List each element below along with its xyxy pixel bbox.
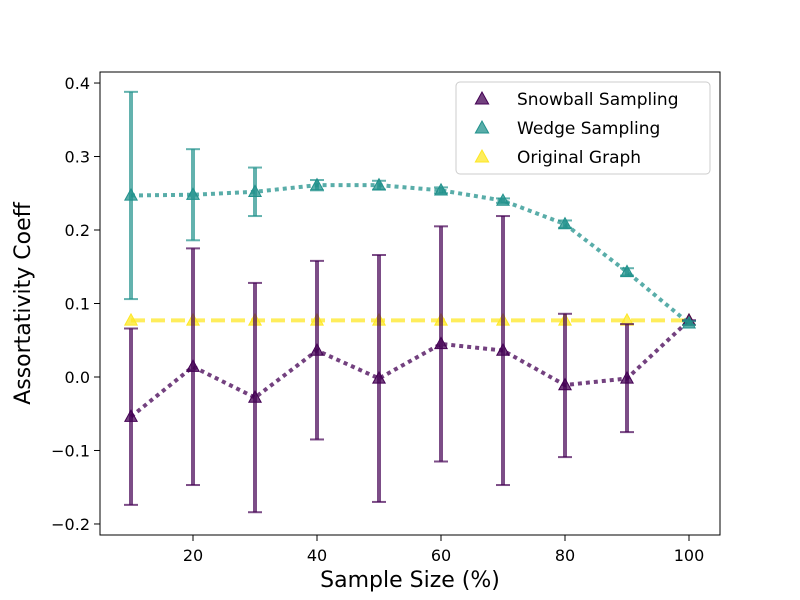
data-point-snowball-sampling — [309, 343, 325, 356]
x-tick-label: 60 — [431, 546, 451, 565]
y-tick-label: 0.0 — [65, 368, 90, 387]
data-point-snowball-sampling — [247, 390, 263, 403]
data-point-wedge-sampling — [123, 187, 139, 201]
data-point-wedge-sampling — [309, 177, 325, 191]
data-point-snowball-sampling — [557, 377, 573, 391]
y-tick-label: 0.3 — [65, 148, 90, 167]
data-point-wedge-sampling — [185, 187, 201, 200]
series-line-snowball-sampling — [129, 318, 691, 419]
y-tick-label: 0.2 — [65, 221, 90, 240]
data-point-wedge-sampling — [495, 193, 511, 206]
y-tick-label: 0.4 — [65, 74, 90, 93]
legend-label-original-graph: Original Graph — [517, 148, 641, 168]
data-point-snowball-sampling — [123, 409, 139, 422]
data-point-snowball-sampling — [619, 370, 635, 384]
x-tick-label: 80 — [555, 546, 575, 565]
data-point-wedge-sampling — [247, 184, 263, 197]
x-tick-label: 40 — [307, 546, 327, 565]
y-axis-label: Assortativity Coeff — [11, 201, 36, 404]
data-point-wedge-sampling — [371, 177, 387, 191]
legend: Snowball Sampling Wedge Sampling Original … — [455, 81, 711, 175]
x-tick-label: 20 — [183, 546, 203, 565]
x-axis-label: Sample Size (%) — [320, 568, 500, 593]
data-point-snowball-sampling — [185, 359, 201, 372]
legend-marker-snowball-sampling — [474, 90, 490, 105]
data-point-wedge-sampling — [557, 216, 573, 230]
y-tick-label: −0.2 — [51, 515, 90, 534]
x-tick-label: 100 — [674, 546, 705, 565]
legend-marker-original-graph — [474, 148, 490, 163]
data-point-snowball-sampling — [433, 336, 449, 350]
series-wedge-sampling — [123, 90, 697, 329]
data-point-snowball-sampling — [371, 370, 387, 384]
data-point-original-graph — [123, 312, 139, 326]
data-point-wedge-sampling — [619, 264, 635, 278]
data-point-wedge-sampling — [681, 315, 697, 329]
legend-item-original-graph: Original Graph — [474, 148, 641, 168]
data-point-wedge-sampling — [433, 182, 449, 196]
data-point-snowball-sampling — [495, 343, 511, 356]
legend-label-wedge-sampling: Wedge Sampling — [517, 119, 660, 139]
legend-item-snowball-sampling: Snowball Sampling — [474, 90, 679, 110]
y-tick-label: −0.1 — [51, 441, 90, 460]
series-snowball-sampling — [123, 215, 697, 514]
y-tick-label: 0.1 — [65, 295, 90, 314]
plot-area — [123, 90, 697, 514]
legend-label-snowball-sampling: Snowball Sampling — [517, 90, 679, 110]
axis-ticks: 20 40 60 80 100 −0.2 −0.1 0.0 0.1 0.2 0.3 0.4 — [51, 74, 704, 565]
legend-item-wedge-sampling: Wedge Sampling — [474, 119, 660, 139]
legend-box — [455, 81, 711, 175]
legend-marker-wedge-sampling — [474, 119, 490, 134]
